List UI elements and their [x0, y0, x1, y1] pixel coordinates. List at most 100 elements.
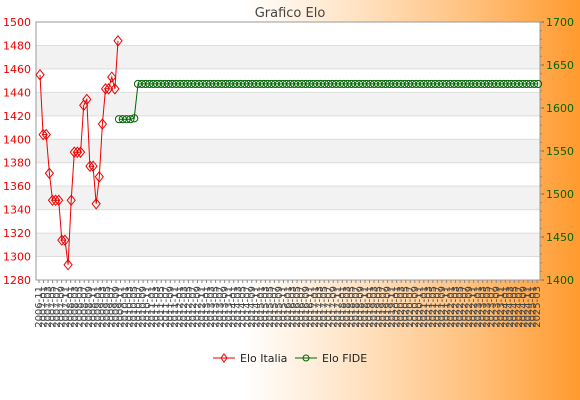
point-elo-fide	[533, 79, 543, 89]
y-left-tick-label: 1460	[3, 63, 31, 76]
grid-band	[36, 233, 540, 257]
x-tick-label: 2015-09	[274, 286, 285, 328]
x-tick-label: 2013-01	[202, 286, 213, 328]
y-left-tick-label: 1500	[3, 16, 31, 29]
y-axis-left: 1280 1300 1320 1340 1360 1380 1400 1420 1440 1460…	[3, 16, 31, 287]
plot-bands	[36, 22, 540, 280]
x-tick-label: 2016-07	[297, 286, 308, 328]
x-tick-label: 2012-07	[188, 286, 199, 328]
x-tick-label: 2021-03	[423, 286, 434, 328]
legend-label: Elo Italia	[240, 352, 287, 365]
y-left-tick-label: 1320	[3, 227, 31, 240]
x-tick-label: 2012-11	[197, 286, 208, 328]
x-tick-label: 2023-11	[496, 286, 507, 328]
x-tick-label: 2013-07	[215, 286, 226, 328]
point-elo-fide	[530, 79, 539, 89]
chart-title: Grafico Elo	[255, 6, 326, 21]
x-tick-label: 2024-05	[509, 286, 520, 328]
x-tick-label: 2007-09	[57, 286, 68, 328]
x-tick-label: 2009-05	[102, 286, 113, 328]
x-tick-label: 2011-09	[165, 286, 176, 328]
x-tick-label: 2015-05	[265, 286, 276, 328]
x-tick-label: 2010-07	[134, 286, 145, 328]
y-right-tick-label: 1450	[546, 231, 574, 244]
x-tick-label: 2014-01	[229, 286, 240, 328]
x-tick-label: 2021-11	[441, 286, 452, 328]
point-elo-italia	[72, 146, 83, 158]
point-elo-italia	[94, 170, 104, 183]
y-axis-right: 1400 1450 1500 1550 1600 1650 1700	[540, 16, 574, 287]
x-tick-label: 2009-07	[106, 286, 117, 328]
y-left-tick-label: 1340	[3, 204, 31, 217]
point-elo-italia	[110, 83, 120, 95]
x-tick-label: 2020-05	[401, 286, 412, 328]
point-elo-italia	[107, 71, 117, 83]
y-left-tick-label: 1420	[3, 110, 31, 123]
x-tick-label: 2019-03	[369, 286, 380, 328]
point-elo-italia	[75, 146, 86, 158]
x-tick-label: 2011-11	[170, 286, 181, 328]
y-right-tick-label: 1550	[546, 145, 574, 158]
x-tick-label: 2012-03	[179, 286, 190, 328]
legend-marker-diamond	[220, 353, 228, 363]
x-tick-label: 2013-03	[206, 286, 217, 328]
point-elo-italia	[103, 83, 114, 95]
point-elo-italia	[60, 234, 70, 246]
x-tick-label: 2022-09	[464, 286, 475, 328]
x-tick-label: 2024-09	[518, 286, 529, 328]
point-elo-italia	[88, 160, 98, 173]
x-tick-label: 2024-11	[523, 286, 534, 328]
x-tick-label: 2007-03	[43, 286, 54, 328]
x-tick-label: 2006-11	[34, 286, 45, 328]
point-elo-italia	[54, 194, 64, 207]
point-elo-fide	[130, 114, 139, 123]
x-tick-label: 2020-11	[414, 286, 425, 328]
point-elo-italia	[100, 83, 111, 95]
y-right-tick-label: 1500	[546, 188, 574, 201]
x-tick-label: 2009-03	[97, 286, 108, 328]
x-tick-label: 2009-01	[93, 286, 104, 328]
x-tick-label: 2019-11	[387, 286, 398, 328]
point-elo-italia	[63, 258, 73, 271]
point-elo-fide	[126, 115, 135, 124]
x-tick-label: 2019-09	[383, 286, 394, 328]
x-tick-label: 2007-11	[61, 286, 72, 328]
y-left-tick-label: 1300	[3, 251, 31, 264]
x-tick-label: 2012-01	[174, 286, 185, 328]
y-left-tick-label: 1440	[3, 86, 31, 99]
x-tick-label: 2007-05	[48, 286, 59, 328]
point-elo-italia	[97, 118, 108, 130]
x-tick-label: 2020-09	[410, 286, 421, 328]
x-tick-label: 2020-01	[392, 286, 403, 328]
point-elo-italia	[66, 194, 76, 207]
grid-band	[36, 209, 540, 234]
x-tick-label: 2022-03	[451, 286, 462, 328]
point-elo-fide	[122, 115, 131, 124]
x-tick-label: 2010-09	[138, 286, 149, 328]
x-tick-label: 2022-11	[469, 286, 480, 328]
point-elo-italia	[82, 93, 92, 106]
point-elo-italia	[50, 194, 61, 207]
x-tick-label: 2023-03	[478, 286, 489, 328]
x-tick-label: 2016-05	[292, 286, 303, 328]
x-tick-label: 2016-11	[306, 286, 317, 328]
x-tick-label: 2021-07	[432, 286, 443, 328]
x-tick-label: 2017-11	[333, 286, 344, 328]
x-tick-label: 2008-07	[79, 286, 90, 328]
x-tick-label: 2013-11	[224, 286, 235, 328]
x-tick-label: 2018-11	[360, 286, 371, 328]
point-elo-italia	[38, 128, 48, 141]
x-tick-label: 2013-09	[220, 286, 231, 328]
x-tick-label: 2009-11	[115, 286, 126, 328]
x-tick-label: 2021-01	[419, 286, 430, 328]
x-tick-label: 2015-03	[260, 286, 271, 328]
x-tick-label: 2025-03	[532, 286, 543, 328]
x-tick-label: 2011-01	[147, 286, 158, 328]
x-tick-label: 2016-01	[283, 286, 294, 328]
x-tick-label: 2018-05	[346, 286, 357, 328]
x-tick-label: 2022-01	[446, 286, 457, 328]
x-tick-label: 2007-01	[39, 286, 50, 328]
x-tick-label: 2012-05	[183, 286, 194, 328]
x-tick-label: 2021-09	[437, 286, 448, 328]
